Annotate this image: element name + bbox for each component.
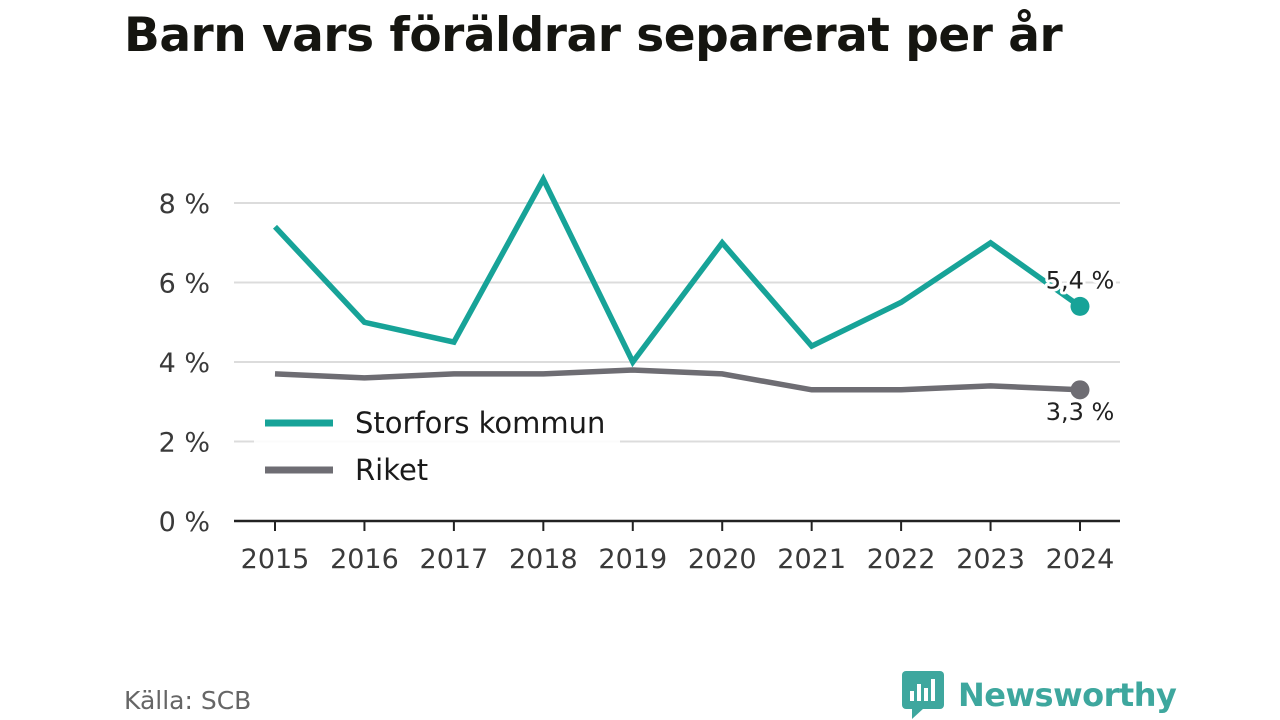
y-tick-label: 6 %: [159, 269, 210, 300]
x-tick-label: 2017: [420, 544, 489, 575]
x-tick-label: 2021: [777, 544, 846, 575]
legend-label: Storfors kommun: [355, 406, 605, 440]
legend-label: Riket: [355, 453, 428, 487]
series-lines: 5,4 % 3,3 %: [272, 173, 1117, 429]
series-line: [272, 173, 1082, 368]
x-tick-label: 2016: [330, 544, 399, 575]
y-tick-label: 8 %: [159, 189, 210, 220]
end-value-label: 5,4 %: [1046, 266, 1115, 294]
x-tick-label: 2024: [1046, 544, 1115, 575]
y-axis-ticks: 0 % 2 % 4 % 6 % 8 %: [159, 189, 210, 538]
x-tick-label: 2020: [688, 544, 757, 575]
x-tick-label: 2022: [867, 544, 936, 575]
y-tick-label: 4 %: [159, 348, 210, 379]
newsworthy-logo[interactable]: Newsworthy: [902, 671, 1177, 719]
series-line: [274, 367, 1081, 393]
brand-name: Newsworthy: [958, 676, 1177, 714]
y-tick-label: 2 %: [159, 428, 210, 459]
end-value-label: 3,3 %: [1046, 398, 1115, 426]
x-tick-label: 2018: [509, 544, 578, 575]
end-point: [1070, 296, 1090, 316]
legend-background: [254, 398, 620, 490]
end-point: [1070, 380, 1090, 400]
x-tick-label: 2023: [956, 544, 1025, 575]
x-axis: 2015 2016 2017 2018 2019 2020 2021 2022 2023 2024: [234, 519, 1120, 575]
legend: Storfors kommun Riket: [254, 398, 620, 490]
x-tick-label: 2015: [241, 544, 310, 575]
y-tick-label: 0 %: [159, 507, 210, 538]
x-tick-label: 2019: [598, 544, 667, 575]
chart-title: Barn vars föräldrar separerat per år: [124, 8, 1063, 63]
newsworthy-logo-icon: [902, 671, 944, 719]
source-note: Källa: SCB: [124, 686, 252, 715]
